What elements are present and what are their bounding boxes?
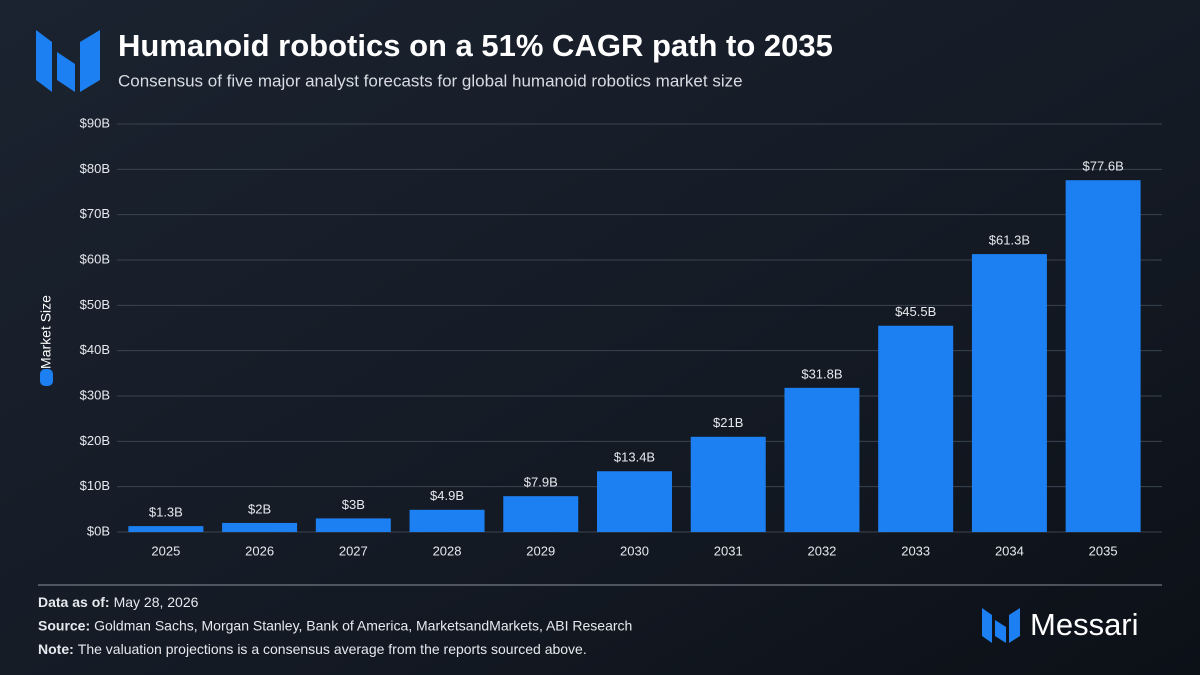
value-label: $2B — [248, 501, 271, 516]
value-label: $45.5B — [895, 304, 936, 319]
bar — [222, 522, 298, 532]
y-tick-label: $20B — [80, 433, 110, 448]
bar — [315, 518, 391, 532]
value-label: $31.8B — [801, 366, 842, 381]
footer-label: Note: — [38, 641, 74, 657]
value-label: $21B — [713, 415, 743, 430]
bar — [690, 436, 766, 532]
legend-label: Market Size — [38, 295, 54, 369]
y-tick-label: $30B — [80, 387, 110, 402]
footer-text: The valuation projections is a consensus… — [78, 641, 587, 657]
footer-line: Note: The valuation projections is a cons… — [38, 641, 587, 657]
x-tick-label: 2027 — [339, 543, 368, 558]
value-label: $1.3B — [149, 505, 183, 520]
footer-line: Source: Goldman Sachs, Morgan Stanley, Ba… — [38, 617, 632, 633]
value-label: $3B — [342, 497, 365, 512]
x-tick-label: 2034 — [995, 543, 1024, 558]
x-tick-label: 2031 — [714, 543, 743, 558]
x-tick-label: 2026 — [245, 543, 274, 558]
chart-title: Humanoid robotics on a 51% CAGR path to … — [118, 28, 833, 63]
value-label: $4.9B — [430, 488, 464, 503]
value-label: $7.9B — [524, 475, 558, 490]
footer-text: Goldman Sachs, Morgan Stanley, Bank of A… — [94, 617, 632, 633]
x-tick-label: 2025 — [151, 543, 180, 558]
bar — [1065, 180, 1141, 533]
legend-marker — [40, 369, 53, 386]
bar — [597, 471, 672, 532]
footer-line: Data as of: May 28, 2026 — [38, 594, 199, 610]
chart-subtitle: Consensus of five major analyst forecast… — [118, 71, 743, 90]
x-tick-label: 2028 — [433, 543, 462, 558]
bar — [971, 254, 1047, 532]
y-tick-label: $80B — [80, 161, 110, 176]
footer-text: May 28, 2026 — [114, 594, 199, 610]
x-tick-label: 2035 — [1089, 543, 1118, 558]
logo — [36, 30, 100, 92]
value-label: $77.6B — [1083, 159, 1124, 174]
x-tick-label: 2029 — [526, 543, 555, 558]
footer-label: Data as of: — [38, 594, 110, 610]
y-tick-label: $70B — [80, 206, 110, 221]
value-label: $61.3B — [989, 233, 1030, 248]
y-tick-label: $50B — [80, 297, 110, 312]
y-tick-label: $60B — [80, 251, 110, 266]
brand-name: Messari — [1030, 607, 1139, 642]
bar — [878, 325, 954, 532]
bar — [409, 509, 485, 532]
x-tick-label: 2033 — [901, 543, 930, 558]
value-label: $13.4B — [614, 450, 655, 465]
bar — [128, 526, 204, 532]
bar — [503, 496, 579, 532]
footer-label: Source: — [38, 617, 90, 633]
x-tick-label: 2030 — [620, 543, 649, 558]
y-tick-label: $90B — [80, 115, 110, 130]
brand-logo — [982, 608, 1020, 643]
x-tick-label: 2032 — [807, 543, 836, 558]
y-tick-label: $40B — [80, 342, 110, 357]
bar — [784, 387, 860, 532]
y-tick-label: $10B — [80, 478, 110, 493]
y-tick-label: $0B — [87, 523, 110, 538]
